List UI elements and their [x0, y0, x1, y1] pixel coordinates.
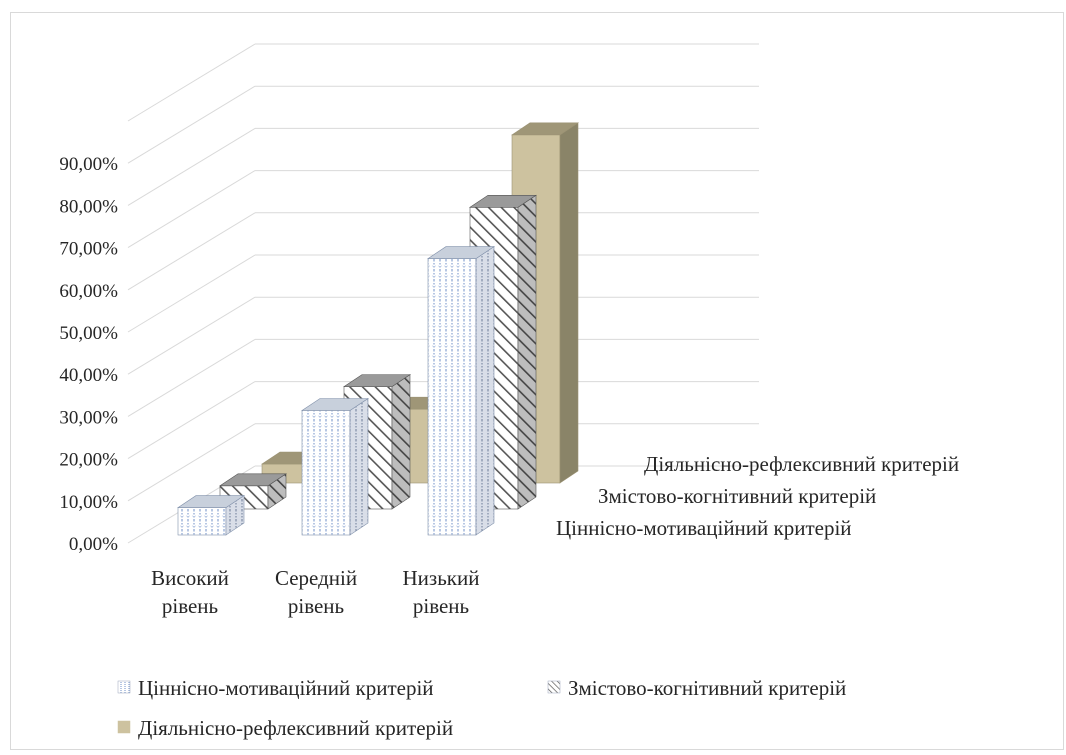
bar-side — [517, 194, 537, 510]
legend-item: Змістово-когнітивний критерій — [547, 676, 846, 700]
legend: Ціннісно-мотиваційний критерій Змістово-к… — [117, 676, 846, 740]
bar — [177, 495, 245, 536]
y-tick-label: 60,00% — [59, 281, 118, 302]
x-tick-label: Середній рівень — [275, 566, 357, 618]
bar-top — [469, 194, 537, 208]
legend-item: Діяльнісно-рефлексивний критерій — [117, 716, 453, 740]
bar-front — [177, 507, 227, 536]
y-axis: 0,00% 10,00% 20,00% 30,00% 40,00% 50,00% 60,00… — [59, 154, 118, 555]
gridline-side — [127, 43, 256, 122]
gridline-side — [127, 212, 256, 291]
bars-layer — [177, 122, 579, 536]
gridline-side — [127, 85, 256, 164]
bar-front — [301, 410, 351, 536]
gridline-side — [127, 338, 256, 417]
y-tick-label: 40,00% — [59, 365, 118, 386]
y-tick-label: 10,00% — [59, 492, 118, 513]
x-tick-label: Низький рівень — [403, 566, 480, 618]
depth-axis-label: Змістово-когнітивний критерій — [598, 484, 876, 508]
y-tick-label: 20,00% — [59, 450, 118, 471]
gridline-side — [127, 170, 256, 249]
bar-top — [427, 246, 495, 259]
bar-top — [177, 495, 245, 508]
legend-item: Ціннісно-мотиваційний критерій — [117, 676, 434, 700]
legend-label: Ціннісно-мотиваційний критерій — [138, 676, 434, 700]
gridline-side — [127, 127, 256, 206]
bar — [301, 397, 369, 536]
bar-top — [343, 374, 411, 387]
bar — [427, 246, 495, 536]
bar-top — [511, 122, 579, 136]
gridline-side — [127, 254, 256, 333]
legend-label: Діяльнісно-рефлексивний критерій — [138, 716, 453, 740]
gridline-side — [127, 423, 256, 502]
legend-swatch — [117, 680, 131, 694]
legend-swatch — [547, 680, 561, 694]
bar-side — [391, 374, 411, 510]
series-depth-labels: Ціннісно-мотиваційний критерій Змістово-к… — [556, 452, 959, 540]
x-tick-label: Високий рівень — [151, 566, 229, 618]
gridline-side — [127, 296, 256, 375]
legend-swatch — [117, 720, 131, 734]
legend-label: Змістово-когнітивний критерій — [568, 676, 846, 700]
bar-front — [427, 258, 477, 536]
bar-side — [559, 122, 579, 484]
depth-axis-label: Діяльнісно-рефлексивний критерій — [644, 452, 959, 476]
y-tick-label: 0,00% — [69, 534, 118, 555]
y-tick-label: 70,00% — [59, 239, 118, 260]
y-tick-label: 30,00% — [59, 407, 118, 428]
bar-side — [349, 397, 369, 536]
bar-top — [301, 398, 369, 411]
y-tick-label: 80,00% — [59, 196, 118, 217]
y-tick-label: 90,00% — [59, 154, 118, 175]
bar-top — [219, 473, 287, 487]
bar-side — [475, 246, 495, 536]
depth-axis-label: Ціннісно-мотиваційний критерій — [556, 516, 852, 540]
y-tick-label: 50,00% — [59, 323, 118, 344]
gridline-side — [127, 381, 256, 460]
x-axis-labels: Високий рівень Середній рівень Низький рівень — [151, 566, 479, 618]
